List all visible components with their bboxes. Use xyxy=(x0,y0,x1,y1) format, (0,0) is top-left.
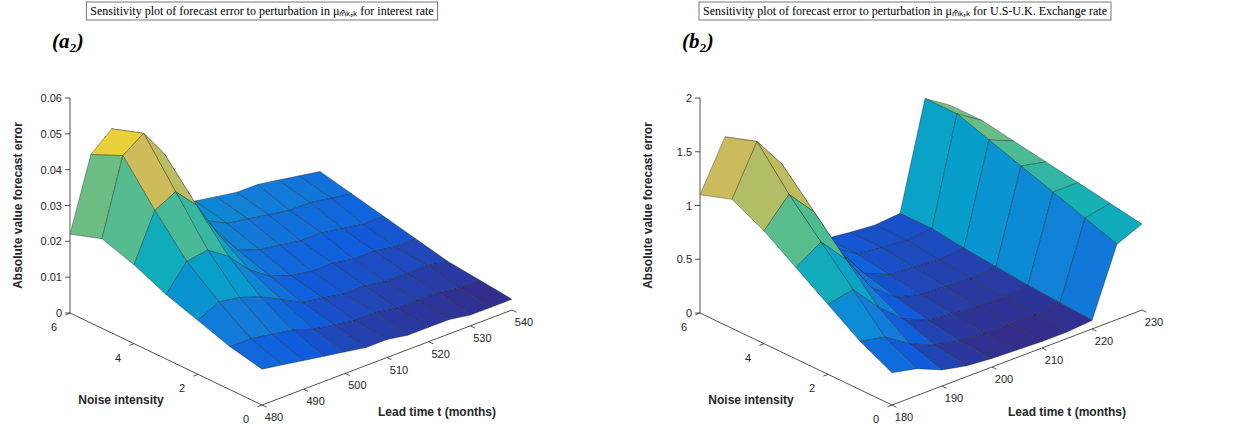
tick xyxy=(695,151,700,152)
tick xyxy=(695,98,700,99)
tick-label: 210 xyxy=(1045,354,1063,366)
panel-label: (a₂) xyxy=(52,29,84,53)
tick xyxy=(65,98,70,99)
surface xyxy=(700,99,1142,373)
x-axis-title: Lead time t (months) xyxy=(1008,405,1126,419)
tick-label: 510 xyxy=(390,364,408,376)
tick-label: 1.5 xyxy=(677,146,692,158)
tick xyxy=(695,313,700,314)
tick xyxy=(387,358,392,360)
x-axis-line xyxy=(892,310,1142,405)
tick xyxy=(262,405,267,407)
tick-label: 0.02 xyxy=(41,235,62,247)
tick-label: 230 xyxy=(1145,316,1163,328)
figure: 480 490 500 510 520 530 540 0 2 4 6 0 0.01 0.02 0.03 0.… xyxy=(0,0,1253,441)
tick xyxy=(942,386,947,388)
title-box: Sensitivity plot of forecast error to pe… xyxy=(86,2,437,20)
title-frame xyxy=(86,2,437,20)
x-axis-title: Lead time t (months) xyxy=(378,405,496,419)
tick-label: 2 xyxy=(809,382,815,394)
tick xyxy=(759,344,764,346)
surface-cell xyxy=(828,290,885,342)
y-axis-title: Noise intensity xyxy=(708,393,794,407)
tick-label: 1 xyxy=(686,200,692,212)
z-axis-title: Absolute value forecast error xyxy=(641,122,655,289)
tick-label: 480 xyxy=(265,411,283,423)
tick-label: 0.06 xyxy=(41,92,62,104)
tick-label: 4 xyxy=(745,352,751,364)
tick xyxy=(65,241,70,242)
tick xyxy=(1042,348,1047,350)
tick-label: 190 xyxy=(945,392,963,404)
tick-label: 220 xyxy=(1095,335,1113,347)
tick-label: 0.05 xyxy=(41,128,62,140)
ticks: 180 190 200 210 220 230 0 2 4 6 0 0.5 1 1.5 2 xyxy=(677,92,1163,425)
tick-label: 0 xyxy=(686,307,692,319)
surface-cell xyxy=(860,337,917,373)
title-frame xyxy=(699,2,1111,20)
tick xyxy=(129,344,134,346)
tick xyxy=(823,374,828,376)
axis-titles: Lead time t (months) Noise intensity Absol… xyxy=(11,122,496,419)
ticks: 480 490 500 510 520 530 540 0 2 4 6 0 0.01 0.02 0.03 0.… xyxy=(41,92,534,425)
tick xyxy=(1092,329,1097,331)
tick-label: 0.03 xyxy=(41,200,62,212)
tick xyxy=(257,405,262,407)
tick xyxy=(65,205,70,206)
surface-cell xyxy=(230,339,283,369)
tick-label: 200 xyxy=(995,373,1013,385)
tick-label: 500 xyxy=(348,379,366,391)
tick-label: 2 xyxy=(179,382,185,394)
tick-label: 540 xyxy=(515,316,533,328)
tick-label: 0.04 xyxy=(41,164,62,176)
tick-label: 0 xyxy=(243,413,249,425)
panel-label: (b₂) xyxy=(682,29,714,53)
y-axis-title: Noise intensity xyxy=(78,393,164,407)
tick-label: 4 xyxy=(115,352,121,364)
tick-label: 0.5 xyxy=(677,253,692,265)
tick xyxy=(695,313,700,315)
tick xyxy=(193,374,198,376)
tick xyxy=(695,205,700,206)
tick xyxy=(65,133,70,134)
surface xyxy=(70,129,512,369)
tick-label: 6 xyxy=(51,321,57,333)
panel: 480 490 500 510 520 530 540 0 2 4 6 0 0.01 0.02 0.03 0.… xyxy=(11,2,533,425)
tick xyxy=(512,310,517,312)
panel: 180190200210220230024600.511.52Lead time… xyxy=(641,2,1163,425)
title: Sensitivity plot of forecast error to pe… xyxy=(703,4,1107,18)
tick xyxy=(1142,310,1147,312)
surface-cell xyxy=(198,302,251,347)
tick-label: 490 xyxy=(306,395,324,407)
tick-label: 520 xyxy=(431,348,449,360)
title: Sensitivity plot of forecast error to pe… xyxy=(90,4,433,18)
tick xyxy=(345,373,350,375)
axes xyxy=(70,98,512,405)
tick-label: 0 xyxy=(56,307,62,319)
tick xyxy=(304,389,309,391)
tick xyxy=(65,169,70,170)
axis-titles: Lead time t (months) Noise intensity Absol… xyxy=(641,122,1126,419)
tick xyxy=(429,342,434,344)
tick-label: 0 xyxy=(873,413,879,425)
axes xyxy=(700,98,1142,405)
tick-label: 180 xyxy=(895,411,913,423)
tick xyxy=(892,405,897,407)
tick-label: 2 xyxy=(686,92,692,104)
tick xyxy=(992,367,997,369)
tick-label: 530 xyxy=(473,332,491,344)
tick xyxy=(470,326,475,328)
surface-cell xyxy=(1060,218,1117,320)
tick xyxy=(695,259,700,260)
tick xyxy=(65,313,70,315)
tick-label: 6 xyxy=(681,321,687,333)
tick xyxy=(65,277,70,278)
z-axis-title: Absolute value forecast error xyxy=(11,122,25,289)
title-box: Sensitivity plot of forecast error to pe… xyxy=(699,2,1111,20)
tick xyxy=(65,313,70,314)
tick xyxy=(887,405,892,407)
tick-label: 0.01 xyxy=(41,271,62,283)
